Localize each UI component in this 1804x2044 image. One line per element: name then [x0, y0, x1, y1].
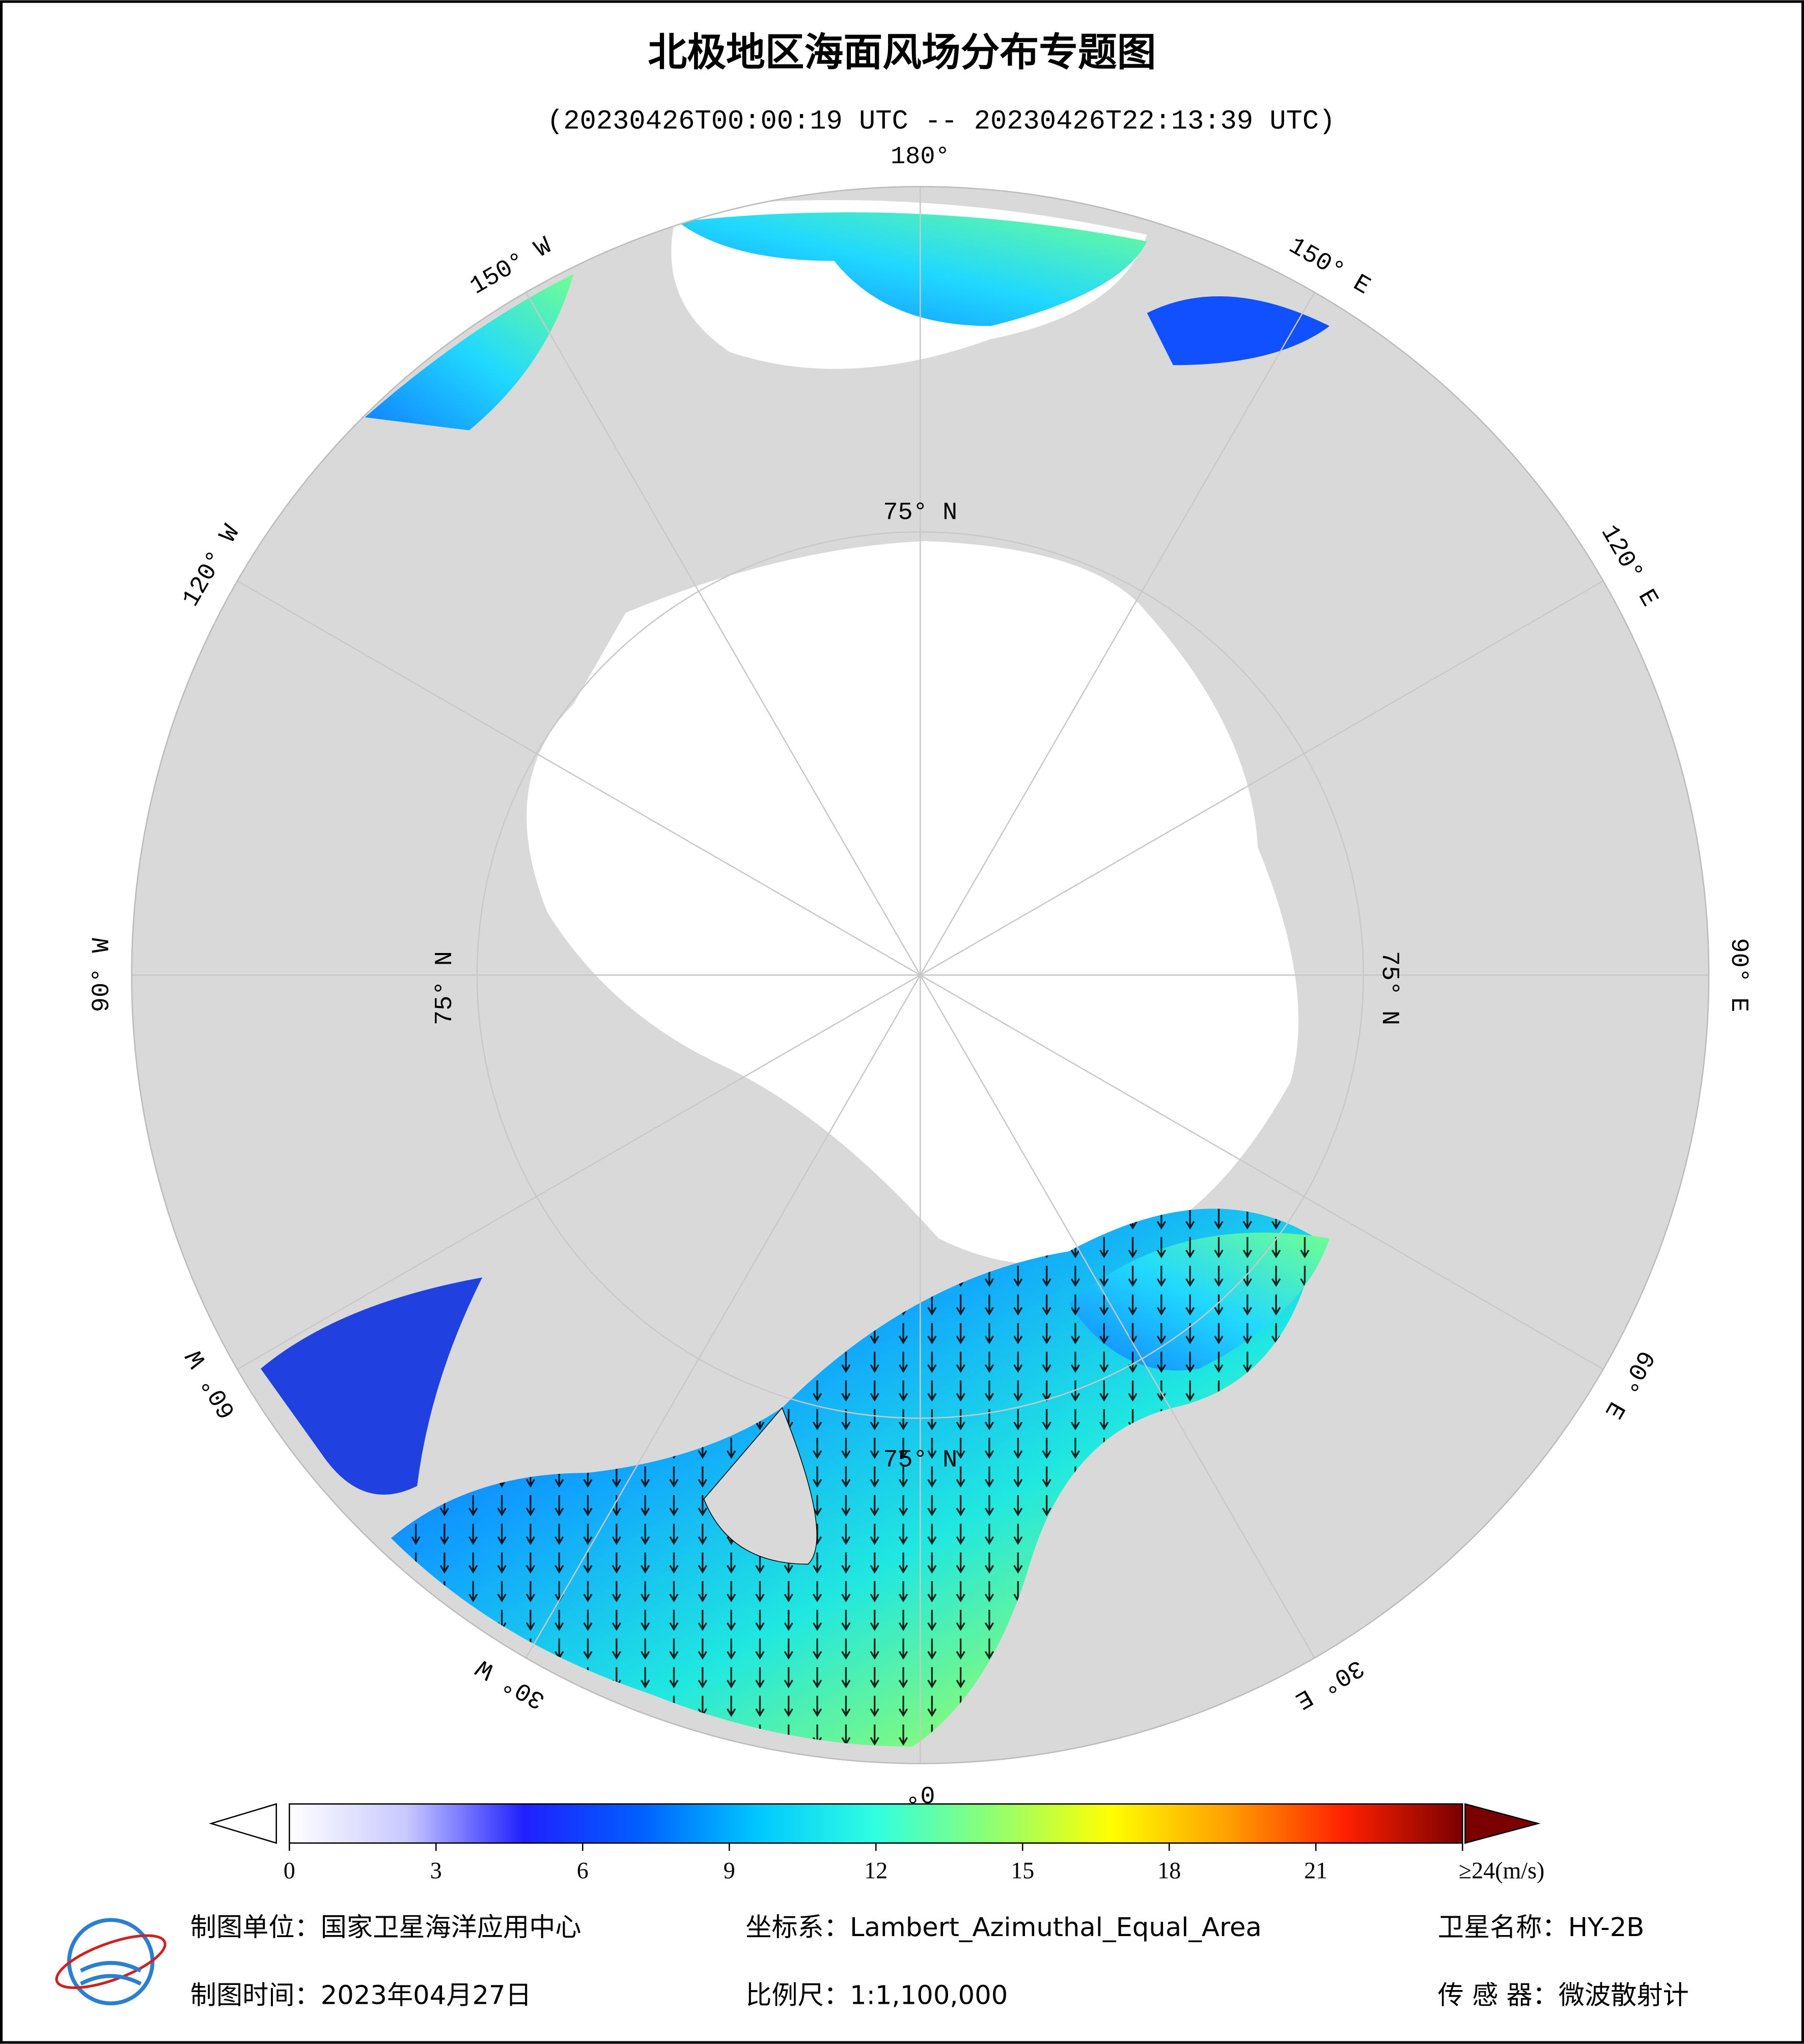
map-date: 制图时间：2023年04月27日 [190, 1980, 532, 2010]
parallel-label: 75° N [431, 951, 459, 1025]
meridian-line [920, 974, 1604, 1370]
colorbar-high-arrow [1464, 1803, 1541, 1844]
colorbar-body [289, 1803, 1463, 1844]
meridian-line [525, 974, 921, 1659]
colorbar-tick-label: 3 [430, 1858, 442, 1884]
map-body [131, 186, 1709, 1764]
colorbar: 0 3 6 9 12 15 18 21 ≥24(m/s) [209, 1803, 1545, 1884]
colorbar-tick-label: 0 [284, 1858, 295, 1884]
parallel-label: 75° N [883, 1446, 957, 1474]
colorbar-tick-label: 12 [864, 1858, 887, 1884]
meridian-label: 90° E [1725, 938, 1753, 1012]
graticule [131, 186, 1709, 1764]
colorbar-low-arrow [209, 1803, 277, 1844]
wind-swath-okhotsk [1147, 296, 1330, 366]
wind-arrows [391, 1209, 1317, 1747]
colorbar-tick-label: 21 [1304, 1858, 1327, 1884]
meridian-line [920, 292, 1315, 975]
meridian-line [237, 580, 921, 976]
wind-swath-baffin [260, 1277, 483, 1495]
sensor: 传 感 器：微波散射计 [1438, 1980, 1689, 2010]
subtitle: (20230426T00:00:19 UTC -- 20230426T22:13… [547, 106, 1335, 137]
colorbar-tick-label: 18 [1157, 1858, 1181, 1884]
parallel-label: 75° N [883, 498, 957, 526]
meridian-line [920, 974, 1315, 1659]
colorbar-tick-label: 6 [577, 1858, 589, 1884]
meridian-line [920, 580, 1604, 976]
iceland [703, 1407, 817, 1565]
colorbar-tick-label: 15 [1011, 1858, 1034, 1884]
parallel-labels: 75° N 75° N 75° N 75° N [431, 498, 1403, 1474]
crs: 坐标系：Lambert_Azimuthal_Equal_Area [745, 1912, 1262, 1943]
meridian-label: 0° [905, 1779, 935, 1807]
wind-swath-alaska [365, 274, 574, 431]
meridian-label: 90° W [88, 938, 116, 1013]
map-unit: 制图单位：国家卫星海洋应用中心 [190, 1912, 581, 1943]
wind-swath-pacific [678, 212, 1147, 326]
parallel-label: 75° N [1375, 951, 1403, 1025]
map-edge [131, 186, 1710, 1765]
arctic-ocean [526, 541, 1299, 1265]
meridian-line [525, 292, 921, 975]
meridian-line [237, 974, 921, 1370]
satellite: 卫星名称：HY-2B [1438, 1912, 1645, 1943]
scale: 比例尺：1:1,100,000 [745, 1980, 1008, 2010]
title: 北极地区海面风场分布专题图 [648, 30, 1156, 75]
colorbar-tick-label: 9 [724, 1858, 735, 1884]
logo [55, 1918, 166, 2005]
meridian-label: 180° [891, 143, 950, 171]
colorbar-tick-label: ≥24(m/s) [1459, 1858, 1545, 1884]
